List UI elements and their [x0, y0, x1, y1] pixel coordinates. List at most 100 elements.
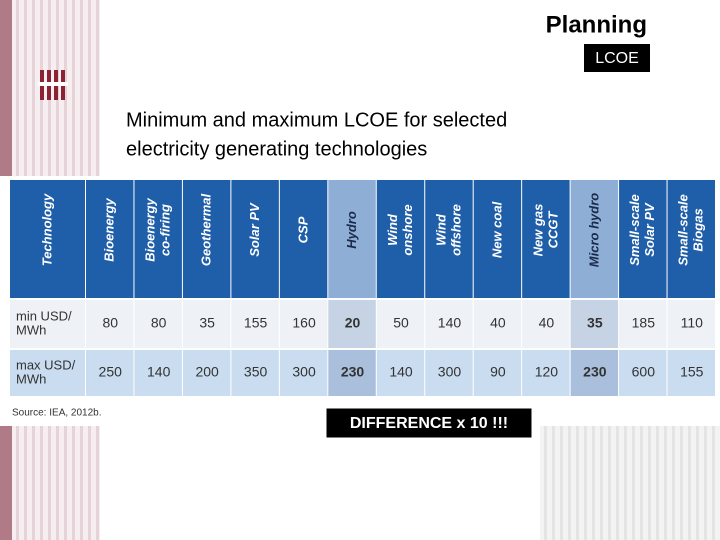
cell: 600: [632, 364, 656, 380]
callout: DIFFERENCE x 10 !!!: [350, 415, 508, 432]
badge: LCOE: [595, 50, 639, 67]
cell: 230: [583, 364, 607, 380]
column-header: Small-scale: [676, 194, 691, 266]
cell: 120: [535, 364, 559, 380]
header-cell: [182, 180, 231, 298]
cell-bg: [667, 350, 715, 396]
column-header: Wind: [385, 213, 400, 246]
column-header: Micro hydro: [586, 193, 601, 267]
header-cell: [425, 180, 473, 298]
cell: 300: [292, 364, 316, 380]
header-cell: [376, 180, 425, 298]
cell-bg: [619, 300, 667, 348]
cell: 110: [681, 315, 704, 331]
cell-bg: [376, 300, 425, 348]
title: Planning: [546, 11, 647, 38]
cell-bg: [522, 350, 570, 396]
cell-bg: [279, 300, 328, 348]
cell-bg: [134, 300, 182, 348]
cell-bg: [667, 300, 715, 348]
cell-bg: [231, 350, 279, 396]
header-cell: [570, 180, 619, 298]
cell-bg: [473, 350, 522, 396]
table: Technology Bioenergy Bioenergy co-firing Geo…: [10, 180, 715, 396]
cell-bg: [231, 300, 279, 348]
cell: 20: [345, 315, 361, 331]
column-header: Hydro: [344, 211, 359, 249]
column-header: Bioenergy: [102, 197, 117, 261]
column-header: New gas: [530, 204, 545, 257]
cell: 80: [102, 315, 118, 331]
cell-bg: [425, 350, 473, 396]
column-header: Small-scale: [627, 194, 642, 266]
header-cell: [10, 180, 85, 298]
cell-bg: [425, 300, 473, 348]
column-header: offshore: [448, 204, 463, 256]
column-header: Wind: [433, 213, 448, 246]
header-cell: [134, 180, 182, 298]
cell-bg: [473, 300, 522, 348]
cell: 200: [195, 364, 219, 380]
cell: 140: [389, 364, 413, 380]
logo: [38, 70, 68, 100]
cell-bg: [570, 300, 619, 348]
header-cell: [619, 180, 667, 298]
cell-bg: [570, 350, 619, 396]
row-header: max USD/: [16, 357, 76, 372]
column-header: Solar PV: [247, 202, 262, 257]
cell-bg: [619, 350, 667, 396]
column-header: Biogas: [691, 208, 706, 251]
header-cell: [667, 180, 715, 298]
row-header: min USD/: [16, 308, 72, 323]
column-header: co-firing: [158, 204, 173, 256]
cell: 155: [680, 364, 704, 380]
column-header: Solar PV: [642, 202, 657, 257]
column-header: Geothermal: [199, 193, 214, 266]
header-cell: [86, 180, 134, 298]
source: Source: IEA, 2012b.: [12, 408, 102, 419]
cell: 350: [244, 364, 268, 380]
cell: 300: [438, 364, 462, 380]
subtitle: Minimum and maximum LCOE for selected: [126, 109, 507, 131]
cell-bg: [279, 350, 328, 396]
cell-bg: [86, 300, 134, 348]
cell: 140: [438, 315, 462, 331]
column-header: Technology: [39, 193, 54, 266]
row-header: MWh: [16, 371, 46, 386]
cell-bg: [10, 300, 85, 348]
cell-bg: [182, 300, 231, 348]
cell: 250: [99, 364, 123, 380]
column-header: Bioenergy: [143, 197, 158, 261]
badge-bg: [584, 44, 650, 72]
cell-bg: [328, 350, 376, 396]
cell-bg: [182, 350, 231, 396]
cell: 40: [539, 315, 555, 331]
cell: 155: [244, 315, 268, 331]
cell: 140: [147, 364, 171, 380]
cell: 40: [490, 315, 506, 331]
cell: 35: [587, 315, 603, 331]
header-cell: [473, 180, 522, 298]
column-header: New coal: [489, 201, 504, 258]
header-cell: [279, 180, 328, 298]
cell: 185: [632, 315, 656, 331]
header-cell: [522, 180, 570, 298]
header-cell: [231, 180, 279, 298]
callout-bg: [325, 407, 533, 439]
header-cell: [328, 180, 376, 298]
cell-bg: [86, 350, 134, 396]
cell: 230: [341, 364, 365, 380]
cell: 160: [292, 315, 316, 331]
column-header: CCGT: [545, 211, 560, 249]
subtitle: electricity generating technologies: [126, 138, 427, 160]
cell-bg: [10, 350, 85, 396]
cell: 80: [151, 315, 167, 331]
column-header: CSP: [296, 216, 311, 243]
cell-bg: [522, 300, 570, 348]
cell-bg: [328, 300, 376, 348]
cell-bg: [134, 350, 182, 396]
cell: 35: [199, 315, 215, 331]
column-header: onshore: [400, 204, 415, 255]
